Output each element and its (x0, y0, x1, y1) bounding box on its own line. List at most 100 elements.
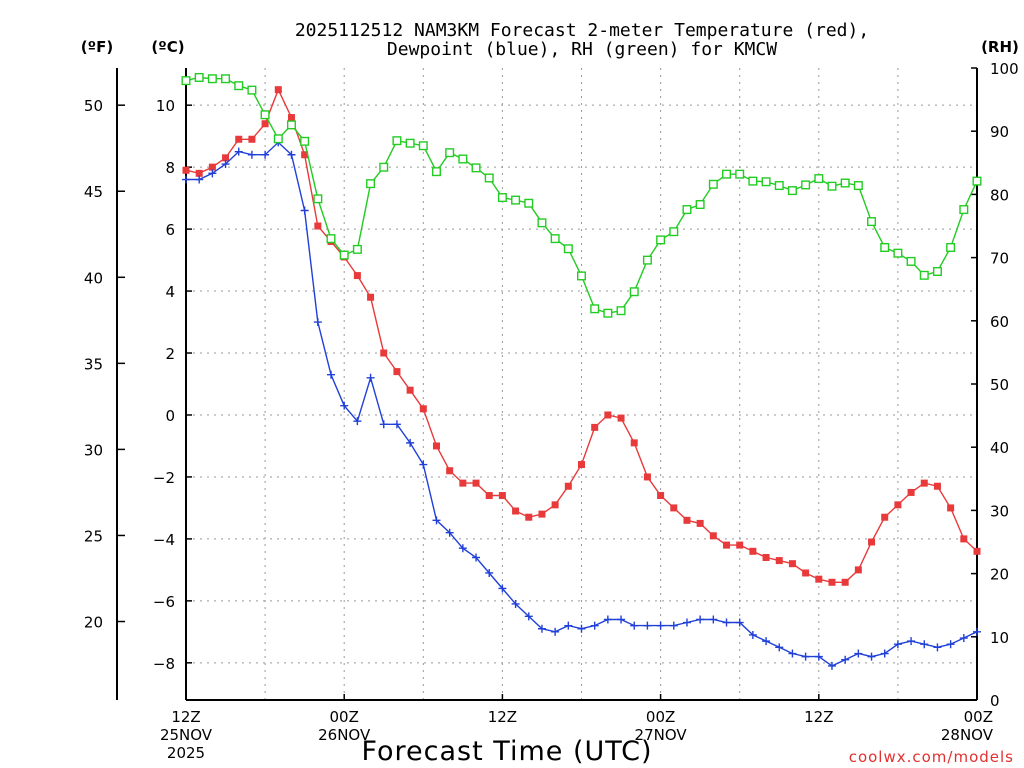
dewpoint-point (656, 621, 665, 630)
dewpoint-point (959, 634, 968, 643)
dewpoint-point (630, 621, 639, 630)
dewpoint-point (458, 544, 467, 553)
celsius-tick-label: 10 (156, 97, 175, 115)
rh-point (181, 76, 191, 86)
rh-point (946, 242, 956, 252)
dewpoint-point (182, 175, 190, 184)
temperature-point (604, 411, 612, 419)
dewpoint-point (419, 460, 428, 469)
rh-tick-label: 20 (990, 566, 1009, 584)
temperature-point (393, 368, 401, 376)
dewpoint-point (327, 370, 336, 379)
celsius-tick-label: 6 (165, 221, 175, 239)
rh-point (286, 120, 296, 130)
temperature-point (222, 154, 230, 162)
rh-point (801, 180, 811, 190)
dewpoint-point (472, 553, 481, 562)
temperature-point (868, 538, 876, 546)
rh-point (722, 169, 732, 179)
dewpoint-point (208, 169, 217, 178)
rh-tick-label: 30 (990, 502, 1009, 520)
temperature-point (367, 293, 375, 301)
rh-point (339, 250, 349, 260)
temperature-point (301, 151, 309, 159)
rh-point (840, 178, 850, 188)
x-tick-label: 00Z (646, 708, 675, 726)
temperature-point (380, 349, 388, 357)
celsius-tick-label: 8 (165, 159, 175, 177)
dewpoint-point (551, 627, 560, 636)
temperature-point (235, 135, 243, 143)
fahrenheit-axis-label: (ºF) (81, 38, 113, 56)
rh-point (880, 242, 890, 252)
rh-point (867, 217, 877, 227)
dewpoint-point (247, 150, 256, 159)
temperature-point (591, 423, 599, 431)
dewpoint-point (300, 206, 309, 215)
temperature-point (274, 86, 282, 94)
dewpoint-point (313, 318, 322, 327)
temperature-point (512, 507, 520, 515)
rh-point (906, 256, 916, 266)
temperature-point (578, 461, 585, 469)
dewpoint-point (682, 618, 691, 627)
rh-point (827, 181, 837, 191)
source-credit: coolwx.com/models (849, 748, 1014, 766)
temperature-point (894, 501, 902, 509)
rh-point (761, 177, 771, 187)
rh-point (313, 194, 323, 204)
rh-point (682, 205, 692, 215)
dewpoint-point (973, 627, 981, 636)
dewpoint-point (511, 599, 520, 608)
temperature-point (459, 479, 467, 487)
temperature-point (802, 569, 810, 577)
rh-point (669, 227, 679, 237)
rh-point (484, 173, 494, 183)
rh-point (550, 234, 560, 244)
rh-point (893, 248, 903, 258)
rh-point (735, 169, 745, 179)
temperature-point (920, 479, 928, 487)
dewpoint-point (762, 637, 771, 646)
x-tick-label: 26NOV (318, 726, 371, 744)
temperature-point (406, 386, 414, 394)
rh-point (511, 195, 521, 205)
rh-tick-label: 80 (990, 186, 1009, 204)
rh-point (919, 270, 929, 280)
dewpoint-point (577, 624, 586, 633)
rh-point (787, 186, 797, 196)
celsius-tick-label: −4 (153, 531, 175, 549)
celsius-tick-label: 4 (165, 283, 175, 301)
rh-point (392, 136, 402, 146)
dewpoint-point (893, 640, 902, 649)
dewpoint-point (234, 147, 243, 156)
dewpoint-point (722, 618, 731, 627)
rh-point (932, 267, 942, 277)
temperature-point (525, 513, 533, 521)
x-tick-label: 28NOV (941, 726, 994, 744)
dewpoint-point (867, 652, 876, 661)
temperature-point (683, 516, 691, 524)
x-tick-label: 12Z (488, 708, 517, 726)
rh-point (418, 141, 428, 151)
rh-point (972, 176, 982, 186)
rh-point (260, 110, 270, 120)
temperature-point (696, 519, 704, 527)
rh-point (774, 181, 784, 191)
celsius-tick-label: −6 (153, 593, 175, 611)
temperature-point (907, 488, 915, 496)
dewpoint-point (814, 652, 823, 661)
gridlines (186, 68, 977, 700)
dewpoint-point (287, 150, 296, 159)
temperature-point (947, 504, 955, 512)
dewpoint-point (221, 160, 230, 169)
rh-point (471, 163, 481, 173)
dewpoint-point (261, 150, 270, 159)
rh-point (366, 179, 376, 189)
dewpoint-point (379, 420, 388, 429)
rh-point (616, 306, 626, 316)
rh-point (247, 85, 257, 95)
celsius-tick-label: −8 (153, 655, 175, 673)
rh-tick-label: 10 (990, 629, 1009, 647)
temperature-point (195, 169, 203, 177)
